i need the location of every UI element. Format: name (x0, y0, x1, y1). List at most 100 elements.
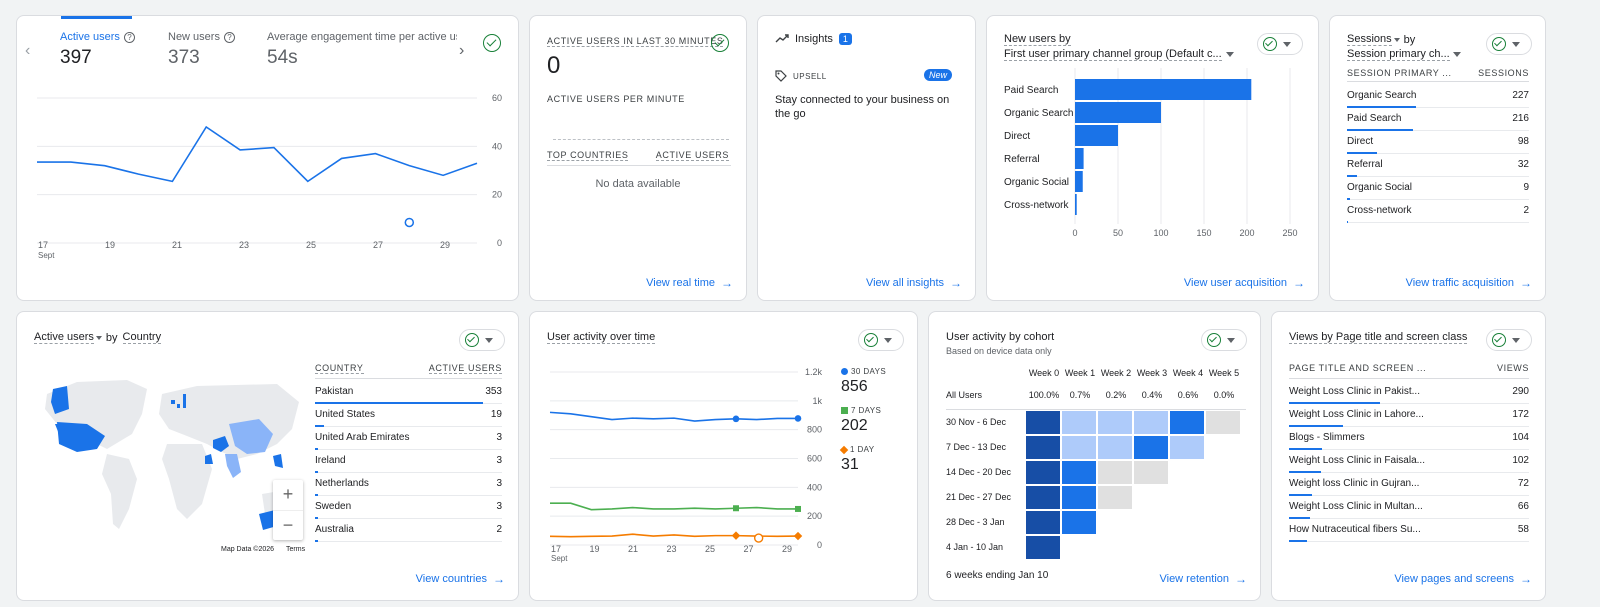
view-pages-link[interactable]: View pages and screens → (1394, 572, 1532, 586)
series-point[interactable] (732, 415, 740, 423)
table-row[interactable]: Organic Social 9 (1347, 177, 1529, 200)
country-dimension[interactable]: Country (122, 331, 162, 344)
bar[interactable] (1075, 125, 1118, 146)
table-row[interactable]: Weight loss Clinic in Gujran... 72 (1289, 473, 1529, 496)
check-icon[interactable] (483, 34, 501, 52)
row-value: 216 (1512, 113, 1529, 124)
table-row[interactable]: Weight Loss Clinic in Lahore... 172 (1289, 404, 1529, 427)
zoom-in-button[interactable]: + (282, 484, 294, 504)
legend-item[interactable]: 7 DAYS 202 (841, 406, 911, 435)
dimension-selector[interactable]: Session primary ch... (1347, 48, 1461, 61)
insight-text[interactable]: Stay connected to your business on the g… (775, 94, 950, 120)
table-row[interactable]: Sweden 3 (315, 496, 502, 519)
compare-check-dropdown[interactable] (459, 329, 505, 351)
world-map[interactable] (37, 374, 307, 554)
cohort-cell[interactable] (1026, 461, 1060, 484)
table-row[interactable]: Ireland 3 (315, 450, 502, 473)
cohort-cell[interactable] (1098, 461, 1132, 484)
series-point[interactable] (731, 531, 741, 540)
cohort-cell[interactable] (1062, 511, 1096, 534)
table-row[interactable]: Netherlands 3 (315, 473, 502, 496)
data-point-marker[interactable] (404, 217, 415, 228)
legend-item[interactable]: 1 DAY 31 (839, 445, 911, 474)
cohort-cell[interactable] (1098, 436, 1132, 459)
cohort-cell[interactable] (1134, 461, 1168, 484)
help-icon[interactable]: ? (123, 31, 135, 43)
table-row[interactable]: Organic Search 227 (1347, 85, 1529, 108)
cohort-cell[interactable] (1062, 436, 1096, 459)
new-users-title[interactable]: New users by (1004, 33, 1071, 46)
cohort-cell[interactable] (1026, 511, 1060, 534)
sessions-title-row[interactable]: Sessions by (1347, 33, 1415, 46)
view-user-acquisition-link[interactable]: View user acquisition → (1184, 276, 1305, 290)
view-traffic-acquisition-link[interactable]: View traffic acquisition → (1406, 276, 1532, 290)
table-row[interactable]: Weight Loss Clinic in Faisala... 102 (1289, 450, 1529, 473)
cohort-cell[interactable] (1170, 436, 1204, 459)
compare-check-dropdown[interactable] (1486, 33, 1532, 55)
cohort-cell[interactable] (1026, 486, 1060, 509)
compare-check-dropdown[interactable] (1257, 33, 1303, 55)
pages-title[interactable]: Views by Page title and screen class (1289, 331, 1468, 344)
cohort-cell[interactable] (1134, 436, 1168, 459)
metric-tab-engagement[interactable]: Average engagement time per active us 54… (267, 31, 457, 69)
activity-title[interactable]: User activity over time (547, 331, 656, 344)
series-point[interactable] (793, 531, 803, 541)
cohort-cell[interactable] (1098, 486, 1132, 509)
dimension-selector[interactable]: First user primary channel group (Defaul… (1004, 48, 1234, 61)
next-metric-arrow[interactable]: › (459, 42, 465, 59)
cohort-cell[interactable] (1170, 411, 1204, 434)
bar[interactable] (1075, 102, 1161, 123)
metric-tab-new-users[interactable]: New users ? 373 (168, 31, 235, 69)
cohort-cell[interactable] (1026, 536, 1060, 559)
cohort-cell[interactable] (1206, 411, 1240, 434)
table-row[interactable]: Pakistan 353 (315, 381, 502, 404)
check-icon[interactable] (711, 34, 729, 52)
realtime-title[interactable]: ACTIVE USERS IN LAST 30 MINUTES (547, 36, 724, 47)
table-row[interactable]: Cross-network 2 (1347, 200, 1529, 223)
zoom-out-button[interactable]: − (273, 510, 303, 540)
cohort-footer: 6 weeks ending Jan 10 (946, 570, 1049, 581)
cohort-cell[interactable] (1098, 411, 1132, 434)
legend-item[interactable]: 30 DAYS 856 (841, 367, 911, 396)
compare-check-dropdown[interactable] (1486, 329, 1532, 351)
table-row[interactable]: Weight Loss Clinic in Pakist... 290 (1289, 381, 1529, 404)
metric-tab-active-users[interactable]: Active users ? 397 (60, 31, 135, 69)
table-row[interactable]: Paid Search 216 (1347, 108, 1529, 131)
prev-metric-arrow[interactable]: ‹ (25, 42, 31, 59)
bar[interactable] (1075, 79, 1252, 100)
view-realtime-link[interactable]: View real time → (646, 276, 733, 290)
table-row[interactable]: United Arab Emirates 3 (315, 427, 502, 450)
view-retention-link[interactable]: View retention → (1159, 572, 1247, 586)
cohort-cell[interactable] (1026, 436, 1060, 459)
cohort-cell[interactable] (1062, 411, 1096, 434)
series-point[interactable] (733, 505, 739, 512)
help-icon[interactable]: ? (223, 31, 235, 43)
map-terms-link[interactable]: Terms (286, 546, 306, 553)
x-tick-label: 19 (105, 240, 115, 250)
table-row[interactable]: How Nutraceutical fibers Su... 58 (1289, 519, 1529, 542)
cohort-cell[interactable] (1134, 411, 1168, 434)
cohort-cell[interactable] (1026, 411, 1060, 434)
table-row[interactable]: Referral 32 (1347, 154, 1529, 177)
bar[interactable] (1075, 148, 1084, 169)
table-row[interactable]: United States 19 (315, 404, 502, 427)
active-users-metric[interactable]: Active users (34, 331, 94, 344)
series-point[interactable] (795, 505, 801, 512)
cohort-cell[interactable] (1062, 461, 1096, 484)
table-row[interactable]: Blogs - Slimmers 104 (1289, 427, 1529, 450)
table-row[interactable]: Direct 98 (1347, 131, 1529, 154)
compare-check-dropdown[interactable] (1201, 329, 1247, 351)
hover-point[interactable] (753, 533, 764, 543)
table-row[interactable]: Weight Loss Clinic in Multan... 66 (1289, 496, 1529, 519)
row-share-bar (1289, 402, 1381, 404)
compare-check-dropdown[interactable] (858, 329, 904, 351)
chevron-down-icon (95, 335, 102, 340)
bar[interactable] (1075, 194, 1077, 215)
bar[interactable] (1075, 171, 1083, 192)
series-point[interactable] (794, 415, 802, 422)
view-countries-link[interactable]: View countries → (416, 572, 505, 586)
table-row[interactable]: Australia 2 (315, 519, 502, 542)
row-share-bar (1289, 494, 1312, 496)
view-all-insights-link[interactable]: View all insights → (866, 276, 962, 290)
cohort-cell[interactable] (1062, 486, 1096, 509)
